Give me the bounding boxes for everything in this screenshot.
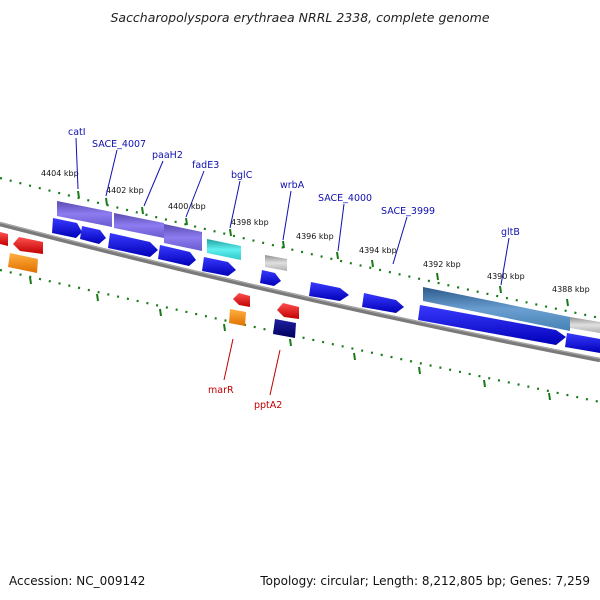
topology-length-genes-text: Topology: circular; Length: 8,212,805 bp… (260, 574, 590, 588)
cds-arrow (309, 282, 349, 301)
gene-label-ppta2: pptA2 (254, 400, 282, 411)
gene-label-cati: catI (68, 127, 86, 138)
reverse-arrow-left-orange (8, 253, 38, 273)
forward-cds-arrows (52, 218, 600, 353)
accession-text: Accession: NC_009142 (9, 574, 146, 588)
cds-arrow (418, 305, 566, 345)
reverse-gene-arrows (0, 232, 299, 338)
kbp-label: 4402 kbp (106, 186, 144, 195)
gene-label-fade3: fadE3 (192, 160, 219, 171)
gene-block-fade3 (207, 239, 241, 260)
gene-label-bglc: bglC (231, 170, 253, 181)
gene-block-paah2 (164, 224, 202, 251)
gene-label-marr: marR (208, 385, 234, 396)
reverse-arrow-pptA2-red (277, 303, 299, 319)
cds-arrow (202, 257, 236, 276)
kbp-label: 4400 kbp (168, 202, 206, 211)
reverse-gene-labels: marR pptA2 (208, 385, 282, 411)
reverse-arrow-orange-small (229, 309, 246, 326)
kbp-label: 4394 kbp (359, 246, 397, 255)
cds-arrow (565, 333, 600, 353)
reverse-arrow-left-red-2 (13, 237, 43, 254)
cds-arrow (108, 233, 158, 257)
cds-arrow (80, 226, 106, 244)
kbp-label: 4392 kbp (423, 260, 461, 269)
kbp-label: 4404 kbp (41, 169, 79, 178)
gene-label-sace4007: SACE_4007 (92, 139, 146, 150)
forward-gene-blocks (57, 201, 600, 333)
gene-label-sace4000: SACE_4000 (318, 193, 372, 204)
genome-backbone (0, 221, 600, 363)
kbp-labels: 4404 kbp 4402 kbp 4400 kbp 4398 kbp 4396… (41, 169, 590, 294)
gene-block-sace4007 (114, 213, 164, 238)
gene-label-paah2: paaH2 (152, 150, 183, 161)
reverse-arrow-left-red-1 (0, 232, 8, 246)
reverse-arrow-navy (273, 319, 296, 338)
kbp-label: 4390 kbp (487, 272, 525, 281)
map-title: Saccharopolyspora erythraea NRRL 2338, c… (110, 10, 490, 25)
inner-major-ticks (29, 276, 551, 401)
cds-arrow (362, 293, 404, 313)
gene-label-gltb: gltB (501, 227, 520, 238)
reverse-label-leaders (223, 338, 281, 396)
cds-arrow (52, 218, 82, 238)
gene-block-cati (57, 201, 112, 227)
outer-major-ticks (77, 190, 569, 307)
gene-block-gltb (423, 287, 570, 331)
kbp-label: 4388 kbp (552, 285, 590, 294)
forward-gene-labels: catI SACE_4007 paaH2 fadE3 bglC wrbA SAC… (68, 127, 520, 238)
gene-label-sace3999: SACE_3999 (381, 206, 435, 217)
cds-arrow (158, 245, 196, 266)
gene-label-wrba: wrbA (280, 180, 305, 191)
cds-arrow (260, 270, 281, 286)
kbp-label: 4398 kbp (231, 218, 269, 227)
gene-block-wrba (265, 255, 287, 271)
forward-label-leaders (75, 137, 510, 286)
kbp-label: 4396 kbp (296, 232, 334, 241)
outer-tick-ring (0, 176, 600, 320)
reverse-arrow-marr (233, 293, 250, 307)
gene-block-gray-end (570, 317, 600, 333)
